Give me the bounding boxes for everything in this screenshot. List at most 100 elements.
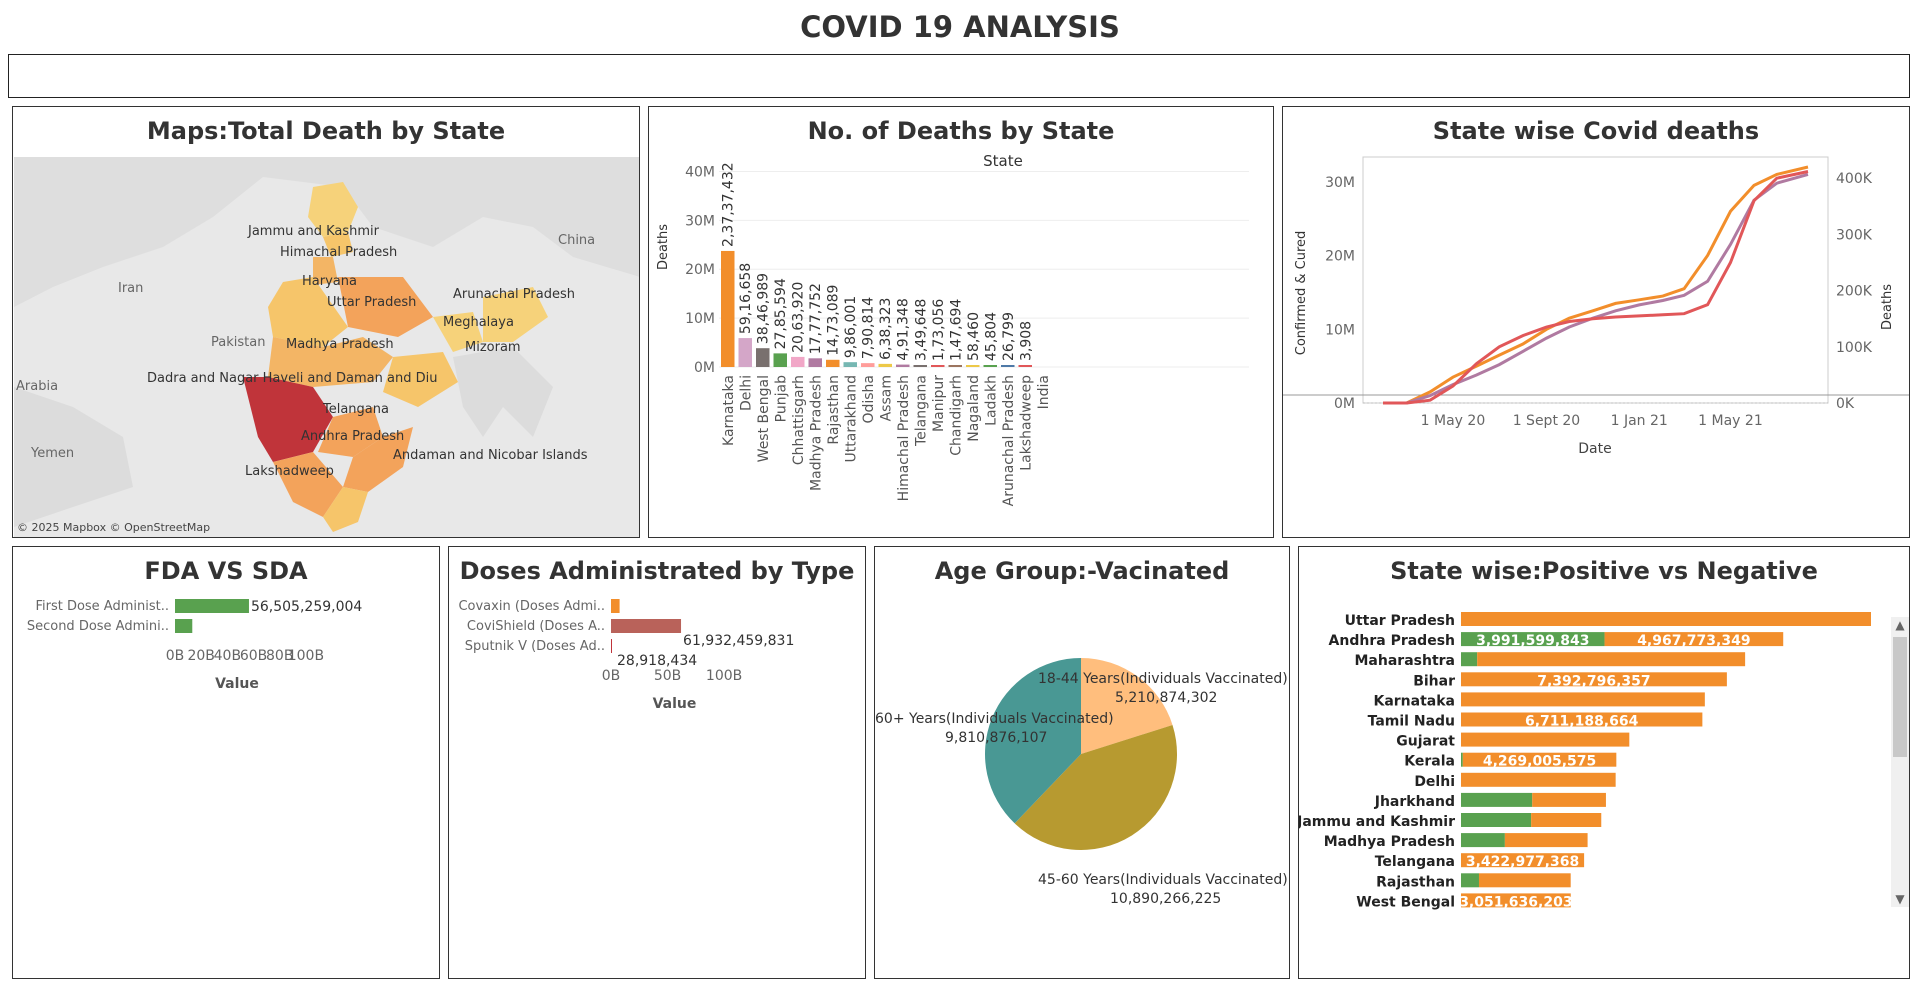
segment-value-label: 4,269,005,575 (1483, 754, 1596, 770)
bar (931, 365, 945, 367)
state-madhya-pradesh[interactable] (268, 337, 393, 387)
pie-slice (985, 658, 1081, 824)
map-country-label: Yemen (30, 446, 74, 461)
state-tamil-nadu[interactable] (323, 487, 368, 532)
bar-value-label: 14,73,089 (826, 285, 842, 356)
map-land-southeast-asia (453, 347, 553, 437)
doses-chart[interactable]: Covaxin (Doses Admi.. CoviShield (Doses A… (449, 547, 866, 979)
stacked-bar-segment (1461, 652, 1478, 667)
x-tick-label: Arunachal Pradesh (1001, 375, 1017, 506)
x-tick-label: 1 Sept 20 (1513, 413, 1581, 429)
covid-line-chart[interactable]: 0M 10M 20M 30M 0K 100K 200K 300K 400K 1 May 20 1 S… (1283, 107, 1910, 538)
page-title: COVID 19 ANALYSIS (800, 10, 1120, 44)
bar (808, 358, 822, 367)
state-rajasthan[interactable] (268, 277, 348, 347)
bar (738, 338, 752, 367)
state-bihar[interactable] (433, 312, 483, 352)
x-tick-label: India (1036, 375, 1052, 409)
category-label: Covaxin (Doses Admi.. (458, 599, 605, 614)
doses-panel: Doses Administrated by Type Covaxin (Dos… (448, 546, 866, 979)
fda-sda-chart[interactable]: First Dose Administ.. 56,505,259,004 Secon… (13, 547, 440, 979)
bar (843, 362, 857, 367)
bar (721, 250, 735, 367)
stacked-bar-segment (1461, 853, 1585, 868)
y-right-tick-label: 300K (1836, 227, 1873, 243)
india-states[interactable] (243, 182, 548, 532)
stacked-bar-segment (1477, 652, 1746, 667)
bar (826, 359, 840, 367)
bar-value-label: 38,46,989 (756, 273, 772, 344)
stacked-bar-segment (1604, 632, 1784, 647)
map-state-label: Andaman and Nicobar Islands (393, 448, 588, 463)
filter-bar[interactable] (8, 54, 1910, 98)
bar (791, 356, 805, 367)
y-left-tick-label: 20M (1325, 249, 1355, 265)
x-tick-label: Uttarakhand (843, 375, 859, 462)
y-tick-label: 0M (694, 360, 715, 376)
series-line (1383, 170, 1809, 405)
bar-value-label: 9,86,001 (843, 296, 859, 358)
x-axis-label: Value (215, 676, 259, 692)
x-tick-label: Lakshadweep (1018, 375, 1034, 471)
map-panel: Maps:Total Death by State Iran China Pak… (12, 106, 640, 538)
posneg-chart[interactable]: Uttar Pradesh Andhra Pradesh 3,991,599,843… (1299, 547, 1910, 979)
stacked-bar-segment (1461, 752, 1463, 767)
deaths-by-state-chart[interactable]: State Deaths 0M 10M 20M 30M 40M 2,37,37,432 Karn… (649, 107, 1274, 538)
segment-value-label: 3,991,599,843 (1476, 633, 1589, 649)
map-state-label: Meghalaya (443, 315, 514, 330)
bar-value-label: 20,63,920 (791, 282, 807, 353)
bar-value-label: 45,804 (983, 312, 999, 361)
state-chhattisgarh[interactable] (383, 352, 458, 407)
state-telangana[interactable] (318, 407, 383, 457)
category-label: Kerala (1404, 754, 1455, 770)
y-right-tick-label: 200K (1836, 284, 1873, 300)
map-canvas[interactable]: Iran China Pakistan Arabia Yemen Jammu a… (13, 107, 640, 538)
category-label: CoviShield (Doses A.. (467, 619, 605, 634)
map-state-label: Lakshadweep (245, 464, 334, 479)
state-northeast[interactable] (483, 287, 548, 342)
stacked-bar-segment (1461, 692, 1705, 707)
x-tick-label: Odisha (861, 375, 877, 424)
category-label: First Dose Administ.. (35, 599, 169, 614)
state-himachal[interactable] (323, 232, 353, 257)
segment-value-label: 7,392,796,357 (1537, 673, 1650, 689)
y-tick-label: 10M (685, 311, 715, 327)
category-label: Tamil Nadu (1368, 714, 1455, 730)
slice-category-label: 45-60 Years(Individuals Vaccinated) (1038, 872, 1288, 888)
bar (966, 365, 980, 367)
map-country-label: Pakistan (211, 335, 265, 350)
x-tick-label: 0B (602, 668, 621, 684)
pie-slice (1081, 658, 1173, 754)
bar (773, 353, 787, 367)
map-labels: Iran China Pakistan Arabia Yemen Jammu a… (16, 224, 595, 479)
state-uttar-pradesh[interactable] (338, 277, 433, 337)
category-label: Andhra Pradesh (1329, 633, 1455, 649)
x-tick-label: 1 May 20 (1421, 413, 1486, 429)
x-tick-label: 20B (187, 648, 214, 664)
bar-value-label: 61,932,459,831 (683, 633, 794, 649)
category-label: Second Dose Admini.. (27, 619, 169, 634)
y-left-axis-label: Confirmed & Cured (1294, 231, 1309, 356)
x-axis-label: Value (653, 696, 697, 712)
state-haryana[interactable] (313, 257, 338, 285)
fda-sda-panel: FDA VS SDA First Dose Administ.. 56,505,2… (12, 546, 440, 979)
slice-value-label: 10,890,266,225 (1110, 891, 1221, 907)
bar-value-label: 59,16,658 (738, 263, 754, 334)
age-pie-chart[interactable]: 18-44 Years(Individuals Vaccinated) 5,210… (875, 547, 1290, 979)
y-left-tick-label: 10M (1325, 322, 1355, 338)
state-maharashtra[interactable] (243, 377, 333, 462)
deaths-by-state-title: No. of Deaths by State (807, 117, 1115, 145)
x-tick-label: Ladakh (983, 375, 999, 426)
map-state-label: Andhra Pradesh (301, 429, 404, 444)
state-andhra[interactable] (343, 427, 413, 492)
segment-value-label: 4,967,773,349 (1637, 633, 1750, 649)
bar (1001, 365, 1015, 367)
state-jammu-kashmir[interactable] (308, 182, 358, 237)
x-tick-label: 40B (214, 648, 241, 664)
bar (175, 619, 193, 633)
y-right-axis-label: Deaths (1880, 284, 1895, 330)
category-label: Gujarat (1396, 734, 1455, 750)
segment-value-label: 3,422,977,368 (1466, 854, 1579, 870)
state-karnataka[interactable] (273, 452, 343, 517)
bar (756, 348, 770, 367)
